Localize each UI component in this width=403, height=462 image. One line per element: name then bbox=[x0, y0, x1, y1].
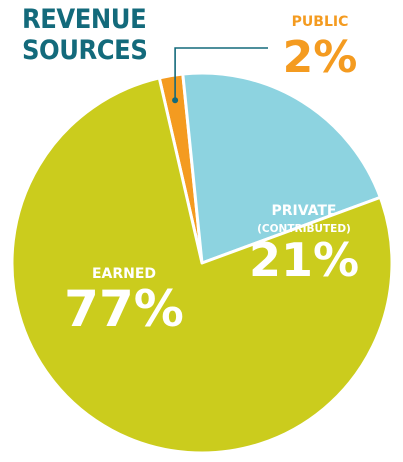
slice-value-public: 2% bbox=[283, 32, 358, 83]
chart-title-line-1: REVENUE bbox=[22, 4, 147, 35]
slice-label-earned: EARNED bbox=[92, 266, 156, 282]
slice-value-private: 21% bbox=[249, 233, 359, 287]
slice-label-public: PUBLIC bbox=[292, 14, 349, 30]
slice-value-earned: 77% bbox=[64, 280, 184, 338]
slice-sublabel-private: (CONTRIBUTED) bbox=[257, 223, 351, 235]
chart-title: REVENUE SOURCES bbox=[22, 4, 148, 66]
slice-label-private: PRIVATE bbox=[272, 203, 337, 219]
pie-slice-earned bbox=[10, 76, 394, 455]
leader-dot-public bbox=[172, 97, 179, 104]
leader-line-public bbox=[174, 47, 268, 101]
chart-title-line-2: SOURCES bbox=[22, 35, 148, 66]
